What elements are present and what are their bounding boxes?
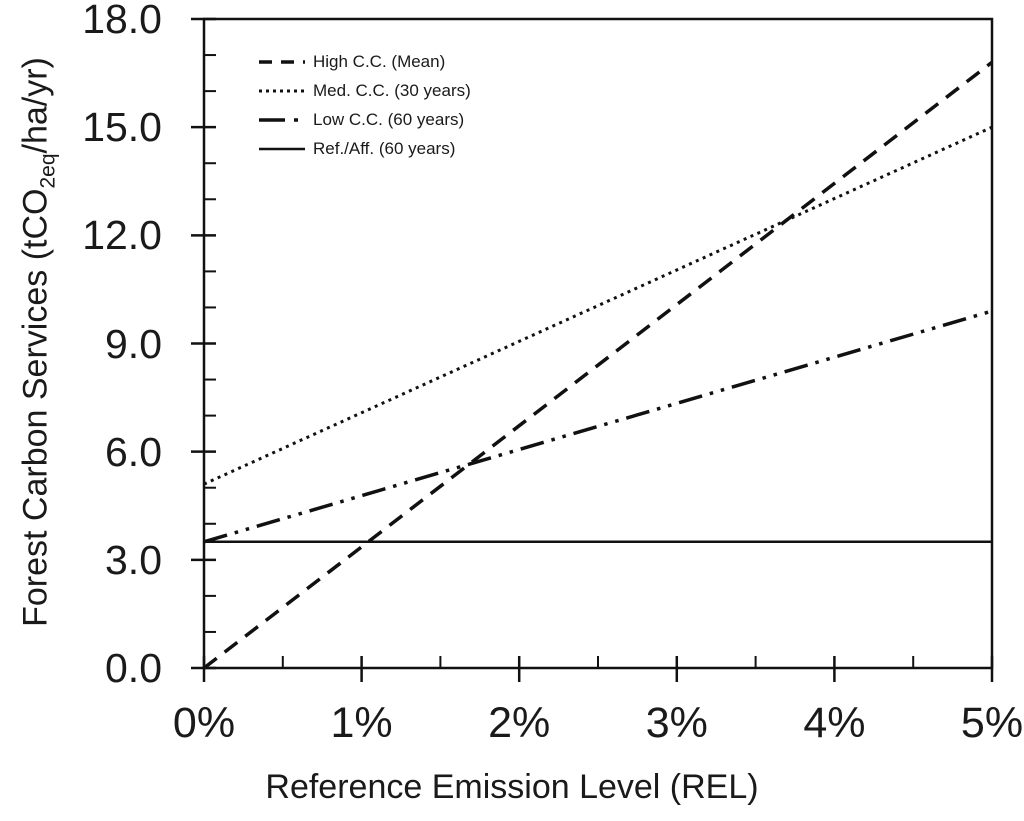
x-tick-label: 4%: [803, 699, 866, 747]
y-tick-label: 12.0: [82, 212, 162, 259]
x-tick-label: 5%: [960, 699, 1024, 747]
legend-item: Med. C.C. (30 years): [258, 76, 471, 105]
legend-label: High C.C. (Mean): [313, 51, 446, 71]
legend-dashed-line-icon: [259, 59, 305, 64]
y-tick-label: 18.0: [82, 0, 162, 42]
y-axis-title: Forest Carbon Services (tCO2eq/ha/yr): [16, 57, 60, 627]
legend-label: Ref./Aff. (60 years): [313, 138, 456, 158]
y-axis-title-text-end: /ha/yr): [16, 57, 55, 154]
legend-item: Low C.C. (60 years): [258, 105, 471, 134]
legend-label: Low C.C. (60 years): [313, 109, 465, 129]
legend-dashdotdot-line-icon: [259, 117, 305, 122]
y-tick-label: 3.0: [105, 536, 162, 583]
y-tick-label: 6.0: [105, 428, 162, 475]
y-axis-title-subscript: 2eq: [36, 153, 60, 189]
legend-label: Med. C.C. (30 years): [313, 80, 471, 100]
series-line-2: [203, 309, 993, 544]
y-tick-label: 9.0: [105, 320, 162, 367]
legend-solid-line-icon: [259, 147, 305, 150]
y-tick-label: 0.0: [105, 645, 162, 691]
y-tick-label: 15.0: [82, 104, 162, 151]
series-line-0: [202, 60, 994, 670]
x-tick-label: 3%: [645, 699, 708, 747]
series-line-1: [203, 125, 993, 486]
legend: High C.C. (Mean) Med. C.C. (30 years) Low …: [258, 47, 471, 163]
legend-item: High C.C. (Mean): [258, 47, 471, 76]
x-tick-label: 0%: [172, 699, 236, 747]
legend-item: Ref./Aff. (60 years): [258, 134, 471, 163]
x-tick-label: 2%: [488, 699, 551, 747]
x-tick-label: 1%: [330, 699, 393, 747]
legend-dotted-line-icon: [259, 89, 305, 92]
x-axis-title: Reference Emission Level (REL): [265, 768, 759, 806]
y-axis-title-text: Forest Carbon Services (tCO: [16, 188, 55, 627]
